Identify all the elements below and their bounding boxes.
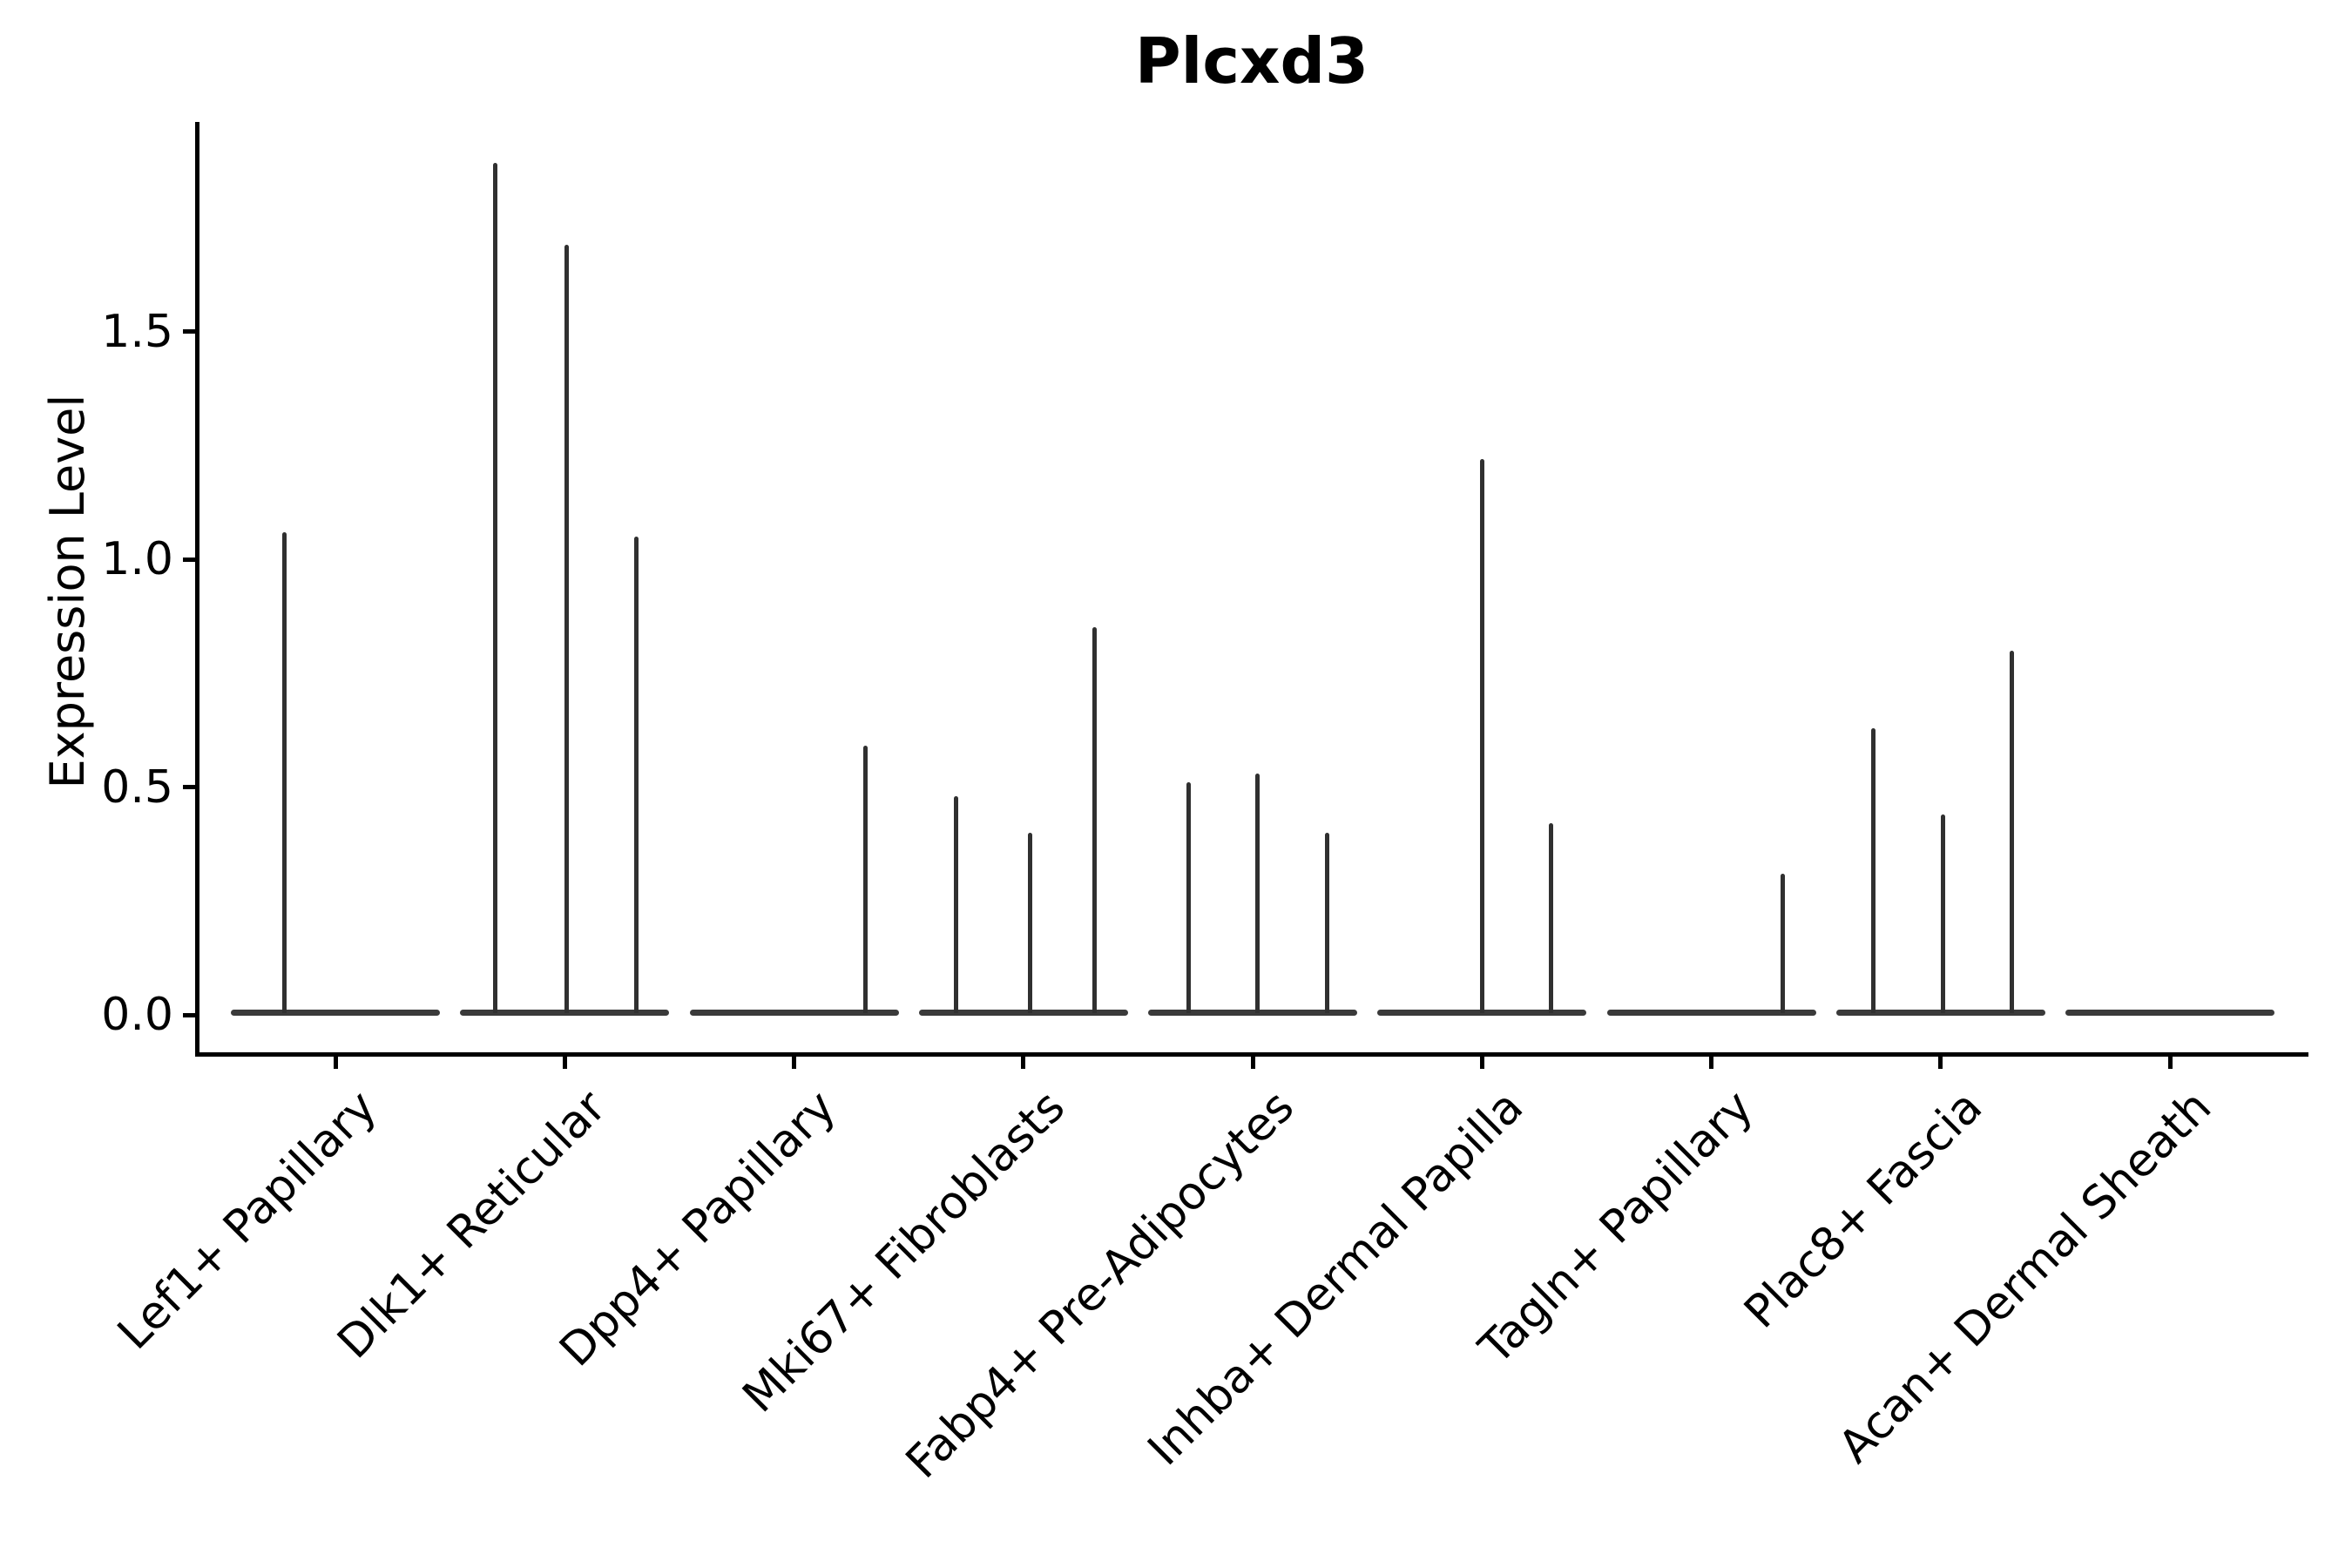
y-axis-spine [195,122,199,1057]
x-tick-mark [1709,1057,1713,1069]
expression-spike [564,245,569,1013]
expression-spike [1028,832,1033,1013]
expression-spike [633,536,639,1013]
x-tick-mark [792,1057,796,1069]
y-tick-mark [183,557,195,562]
x-tick-mark [1479,1057,1484,1069]
y-tick-mark [183,329,195,334]
x-tick-mark [2167,1057,2173,1069]
x-tick-label: Dpp4+ Papillary [549,1080,846,1377]
x-tick-label: Dlk1+ Reticular [328,1080,617,1369]
violin-body [1148,1009,1357,1016]
expression-spike [492,162,497,1013]
x-tick-label: Acan+ Dermal Sheath [1828,1080,2222,1474]
x-tick-label: Tagln+ Papillary [1469,1080,1763,1375]
x-tick-label: Fabp4+ Pre-Adipocytes [896,1080,1305,1489]
expression-spike [1092,627,1098,1013]
x-tick-label: Lef1+ Papillary [107,1080,388,1360]
y-tick-label: 1.5 [101,305,173,358]
violin-body [918,1009,1128,1016]
expression-spike [1479,458,1484,1013]
expression-spike [1254,773,1260,1013]
chart-title: Plcxd3 [1134,24,1369,98]
y-tick-mark [183,1012,195,1017]
x-tick-label: Mki67+ Fibroblasts [733,1080,1075,1423]
violin-body [1606,1009,1816,1016]
expression-spike [1781,873,1785,1013]
y-tick-label: 0.0 [101,989,173,1041]
x-tick-mark [1250,1057,1255,1069]
expression-spike [1548,823,1553,1013]
expression-spike [1871,727,1876,1013]
x-tick-mark [333,1057,338,1069]
x-tick-label: Inhba+ Dermal Papilla [1138,1080,1534,1477]
violin-body [689,1009,899,1016]
y-tick-label: 1.0 [101,533,173,585]
expression-spike [2010,650,2015,1013]
x-tick-mark [1021,1057,1026,1069]
expression-spike [281,531,287,1013]
expression-spike [863,746,868,1013]
violin-body [231,1009,440,1016]
x-tick-mark [562,1057,567,1069]
expression-spike [954,795,959,1013]
expression-spike [1941,814,1946,1013]
violin-body [1835,1009,2045,1016]
y-tick-mark [183,785,195,789]
expression-spike [1324,832,1329,1013]
x-axis-spine [195,1052,2308,1057]
x-tick-label: Plac8+ Fascia [1734,1080,1992,1339]
expression-spike [1186,782,1191,1013]
violin-body [2065,1009,2274,1016]
x-tick-mark [1938,1057,1943,1069]
y-tick-label: 0.5 [101,760,173,814]
